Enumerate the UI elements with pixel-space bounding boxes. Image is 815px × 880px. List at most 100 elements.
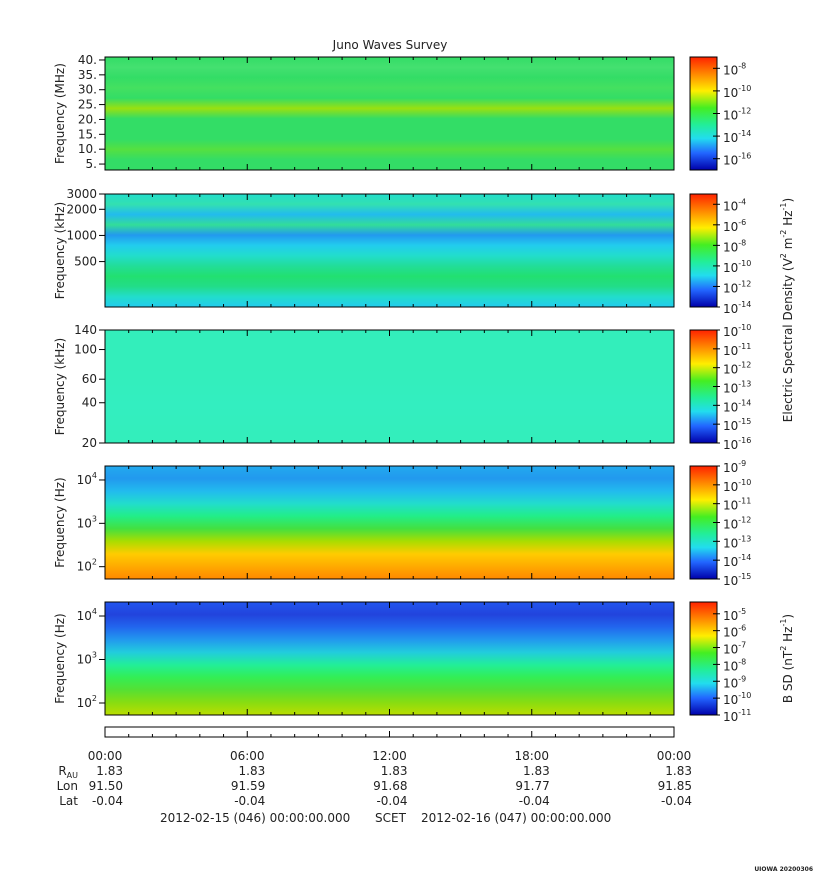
spectrogram <box>105 57 674 170</box>
colorbar <box>689 56 718 171</box>
colorbar-label: Electric Spectral Density (V2 m-2 Hz-1) <box>779 198 795 422</box>
y-tick-label: 20 <box>82 436 97 450</box>
y-tick-label: 100 <box>74 342 97 356</box>
y-axis-label: Frequency (Hz) <box>53 477 67 568</box>
row-label: Lat <box>59 794 78 808</box>
spectrogram <box>105 602 674 715</box>
y-tick-label: 102 <box>77 694 97 710</box>
row-value: 1.83 <box>665 764 692 778</box>
row-value: 91.68 <box>373 779 407 793</box>
y-tick-label: 40. <box>78 52 97 66</box>
colorbar-tick-label: 10-10 <box>723 84 751 100</box>
colorbar-tick-label: 10-9 <box>723 674 746 690</box>
spectrogram <box>105 330 674 443</box>
row-value: -0.04 <box>661 794 692 808</box>
colorbar-tick-label: 10-14 <box>723 129 751 145</box>
y-tick-label: 102 <box>77 558 97 574</box>
colorbar-tick-label: 10-11 <box>723 342 751 358</box>
row-value: 91.59 <box>231 779 265 793</box>
colorbar <box>689 465 718 580</box>
colorbar-tick-label: 10-7 <box>723 641 746 657</box>
y-axis-label: Frequency (MHz) <box>53 63 67 164</box>
colorbar-tick-label: 10-10 <box>723 691 751 707</box>
y-tick-label: 104 <box>77 471 97 487</box>
y-tick-label: 5. <box>86 157 97 171</box>
y-tick-label: 20. <box>78 112 97 126</box>
row-value: -0.04 <box>234 794 265 808</box>
row-value: 1.83 <box>239 764 266 778</box>
y-tick-label: 3000 <box>66 187 97 201</box>
colorbar-tick-label: 10-8 <box>723 657 746 673</box>
row-label: RAU <box>58 764 78 781</box>
y-tick-label: 60 <box>82 372 97 386</box>
colorbar-tick-label: 10-15 <box>723 417 751 433</box>
colorbar-tick-label: 10-15 <box>723 572 751 588</box>
colorbar-tick-label: 10-14 <box>723 553 751 569</box>
y-axis-label: Frequency (Hz) <box>53 613 67 704</box>
y-tick-label: 35. <box>78 67 97 81</box>
colorbar <box>689 601 718 716</box>
y-tick-label: 25. <box>78 97 97 111</box>
row-value: 91.77 <box>515 779 549 793</box>
colorbar-tick-label: 10-10 <box>723 323 751 339</box>
x-tick-label: 18:00 <box>514 749 549 763</box>
row-value: 91.85 <box>658 779 692 793</box>
y-tick-label: 40 <box>82 395 97 409</box>
colorbar-tick-label: 10-14 <box>723 398 751 414</box>
colorbar-tick-label: 10-6 <box>723 218 746 234</box>
colorbar-tick-label: 10-16 <box>723 152 751 168</box>
colorbar-tick-label: 10-9 <box>723 459 746 475</box>
footer-end: 2012-02-16 (047) 00:00:00.000 <box>421 811 611 825</box>
y-tick-label: 30. <box>78 82 97 96</box>
colorbar-tick-label: 10-8 <box>723 238 746 254</box>
colorbar-label: B SD (nT2 Hz-1) <box>779 614 795 703</box>
footer-scet: SCET <box>375 811 407 825</box>
y-tick-label: 500 <box>74 254 97 268</box>
colorbar-tick-label: 10-8 <box>723 61 746 77</box>
colorbar-tick-label: 10-10 <box>723 478 751 494</box>
colorbar-tick-label: 10-12 <box>723 279 751 295</box>
x-tick-label: 00:00 <box>657 749 692 763</box>
y-tick-label: 1000 <box>66 228 97 242</box>
colorbar-tick-label: 10-11 <box>723 497 751 512</box>
y-tick-label: 140 <box>74 323 97 337</box>
colorbar-tick-label: 10-12 <box>723 107 751 123</box>
colorbar-tick-label: 10-13 <box>723 534 751 550</box>
footer-start: 2012-02-15 (046) 00:00:00.000 <box>160 811 350 825</box>
colorbar-tick-label: 10-10 <box>723 259 751 275</box>
x-tick-label: 06:00 <box>230 749 265 763</box>
row-value: -0.04 <box>376 794 407 808</box>
y-tick-label: 15. <box>78 127 97 141</box>
colorbar <box>689 193 718 308</box>
colorbar-tick-label: 10-4 <box>723 197 746 213</box>
row-value: 91.50 <box>89 779 123 793</box>
y-tick-label: 103 <box>77 514 97 530</box>
y-tick-label: 10. <box>78 142 97 156</box>
colorbar-tick-label: 10-11 <box>723 708 751 724</box>
y-tick-label: 103 <box>77 651 97 667</box>
colorbar-tick-label: 10-16 <box>723 436 751 452</box>
y-tick-label: 2000 <box>66 202 97 216</box>
chart-title: Juno Waves Survey <box>332 38 448 52</box>
colorbar-tick-label: 10-5 <box>723 607 746 623</box>
row-label: Lon <box>57 779 78 793</box>
y-axis-label: Frequency (kHz) <box>53 338 67 435</box>
colorbar-tick-label: 10-14 <box>723 300 751 316</box>
colorbar-tick-label: 10-12 <box>723 516 751 532</box>
row-value: 1.83 <box>381 764 408 778</box>
row-value: 1.83 <box>96 764 123 778</box>
colorbar-tick-label: 10-12 <box>723 361 751 377</box>
x-tick-label: 12:00 <box>372 749 407 763</box>
spectrogram <box>105 466 674 579</box>
stamp: UIOWA 20200306 <box>754 866 813 873</box>
spectrogram <box>105 194 674 307</box>
y-tick-label: 104 <box>77 607 97 623</box>
row-value: 1.83 <box>523 764 550 778</box>
colorbar-tick-label: 10-13 <box>723 380 751 396</box>
colorbar <box>689 329 718 444</box>
row-value: -0.04 <box>92 794 123 808</box>
row-value: -0.04 <box>519 794 550 808</box>
y-axis-label: Frequency (kHz) <box>53 202 67 299</box>
colorbar-tick-label: 10-6 <box>723 624 746 640</box>
